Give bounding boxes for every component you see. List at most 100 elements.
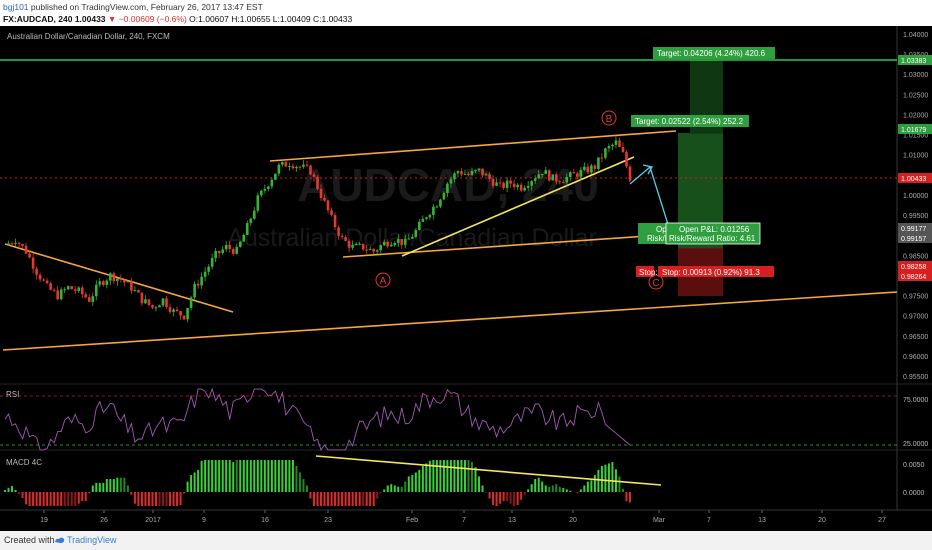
candle-body <box>561 182 565 184</box>
price-tag-3: 0.99177 <box>901 226 926 233</box>
macd-bar <box>327 492 330 506</box>
candle-body <box>495 182 498 186</box>
macd-bar <box>474 467 477 492</box>
candle-body <box>38 274 42 280</box>
candle-body <box>10 243 14 245</box>
candle-body <box>161 298 165 306</box>
candle-body <box>537 174 541 179</box>
target-big-box <box>653 47 775 59</box>
macd-bar <box>81 492 84 502</box>
macd-bar <box>404 481 407 492</box>
candle-body <box>309 165 312 175</box>
author-link[interactable]: bgj101 <box>3 2 29 12</box>
candle-body <box>179 311 182 316</box>
time-tick-6: Feb <box>406 517 418 524</box>
macd-bar <box>530 484 533 492</box>
macd-bar <box>397 486 400 492</box>
rsi-label: RSI <box>6 390 19 399</box>
candle-body <box>579 169 583 177</box>
macd-bar <box>112 479 115 492</box>
macd-bar <box>42 492 45 506</box>
macd-bar <box>14 490 17 492</box>
macd-bar <box>130 492 133 495</box>
macd-bar <box>502 492 505 502</box>
candle-body <box>119 278 123 280</box>
macd-bar <box>537 477 540 492</box>
macd-bar <box>600 466 603 492</box>
macd-bar <box>558 486 561 492</box>
time-tick-4: 16 <box>261 517 269 524</box>
macd-bar <box>541 481 544 492</box>
macd-bar <box>137 492 140 506</box>
macd-bar <box>344 492 347 506</box>
macd-bar <box>337 492 340 506</box>
candle-body <box>428 214 432 218</box>
price-tick-3: 1.02500 <box>903 92 928 99</box>
chart-area[interactable]: AUDCAD, 240 Australian Dollar/Canadian D… <box>0 26 932 531</box>
time-tick-7: 7 <box>462 517 466 524</box>
candle-body <box>221 249 224 254</box>
tradingview-link[interactable]: TradingView <box>67 535 117 545</box>
candle-body <box>263 188 267 191</box>
macd-bar <box>214 460 217 492</box>
candles <box>7 136 632 323</box>
macd-bar <box>18 492 21 494</box>
time-tick-12: 13 <box>758 517 766 524</box>
macd-bar <box>281 460 284 492</box>
macd-bar <box>523 492 526 495</box>
candle-body <box>340 235 344 238</box>
last-price: 1.00433 <box>74 14 106 24</box>
candle-body <box>203 271 207 277</box>
candle-body <box>312 174 316 177</box>
stop-label: Stop: 0.00913 (0.92%) 91.3 <box>662 268 760 277</box>
publish-text: published on TradingView.com, February 2… <box>30 2 263 12</box>
candle-body <box>231 249 235 254</box>
candle-body <box>189 297 193 308</box>
candle-body <box>425 217 428 219</box>
candle-body <box>618 140 621 148</box>
price-tick-16: 0.96000 <box>903 354 928 361</box>
target-small-box <box>631 115 749 127</box>
candle-body <box>298 166 302 168</box>
candle-body <box>435 206 439 208</box>
candle-body <box>319 188 323 198</box>
macd-bar <box>513 492 516 506</box>
macd-bar <box>481 485 484 492</box>
candle-body <box>302 164 305 167</box>
macd-bar <box>358 492 361 506</box>
candle-body <box>105 280 109 285</box>
macd-bar <box>284 460 287 492</box>
macd-bar <box>298 472 301 492</box>
wave-a-marker <box>375 272 391 288</box>
macd-bar <box>147 492 150 506</box>
rising-trendline <box>401 156 635 257</box>
candle-body <box>158 305 161 308</box>
candle-body <box>252 210 256 219</box>
time-tick-0: 19 <box>40 517 48 524</box>
stop-left-label: Stop: <box>639 268 658 277</box>
macd-bar <box>239 460 242 492</box>
candle-body <box>467 173 470 175</box>
created-with-text: Created with <box>4 535 55 545</box>
candle-body <box>375 250 379 252</box>
macd-bar <box>414 472 417 492</box>
candle-body <box>316 176 319 189</box>
candle-body <box>91 296 95 302</box>
symbol-label: FX:AUDCAD, 240 <box>3 14 73 24</box>
candle-body <box>144 299 147 304</box>
chart-svg[interactable]: AUDCAD, 240 Australian Dollar/Canadian D… <box>0 26 932 531</box>
candle-body <box>393 242 397 245</box>
price-tag-box-4 <box>898 233 932 243</box>
candle-body <box>498 182 502 184</box>
macd-bar <box>407 476 410 492</box>
candle-body <box>554 174 558 182</box>
candle-body <box>523 187 526 191</box>
price-tag-5: 0.98258 <box>901 264 926 271</box>
macd-bar <box>56 492 59 506</box>
macd-bar <box>63 492 66 506</box>
candle-body <box>442 193 446 200</box>
macd-bar <box>277 460 280 492</box>
macd-bar <box>362 492 365 506</box>
macd-bar <box>506 492 509 502</box>
candle-body <box>449 179 453 184</box>
